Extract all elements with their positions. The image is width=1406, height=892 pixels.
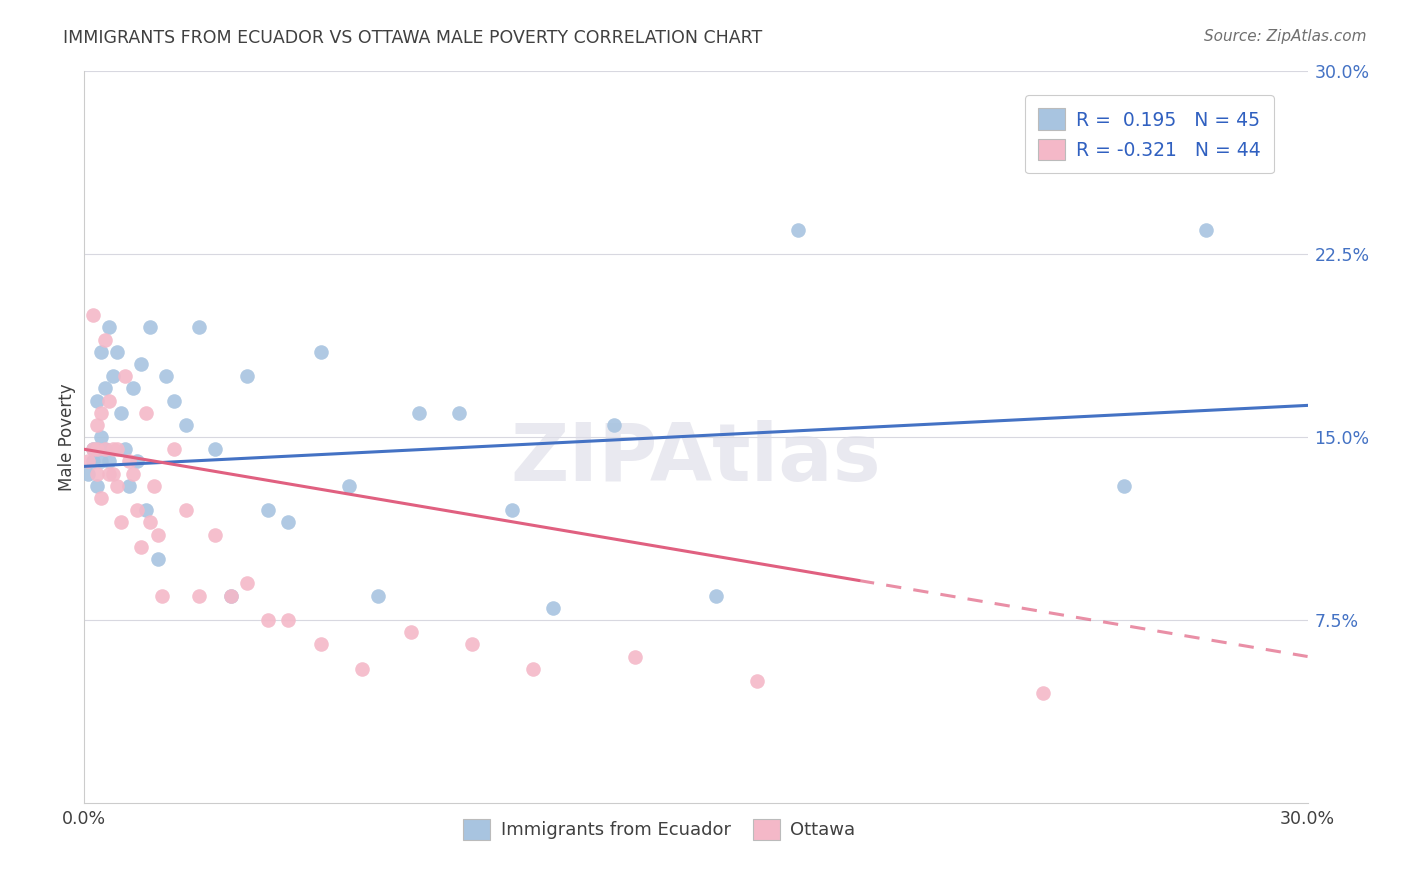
Point (174, 417, 197, 432)
Point (1236, 101, 1258, 115)
Point (1032, 686, 1054, 700)
Point (449, 406, 471, 420)
Point (93, 333, 115, 347)
Point (339, 479, 361, 493)
Point (127, 503, 149, 517)
Point (219, 589, 242, 603)
Point (82, 442, 104, 457)
Y-axis label: Male Poverty: Male Poverty (58, 384, 76, 491)
Point (543, 600, 565, 615)
Point (163, 442, 186, 457)
Point (142, 479, 165, 493)
Point (747, 673, 769, 688)
Point (101, 369, 124, 384)
Point (257, 613, 280, 627)
Point (1114, 479, 1136, 493)
Point (603, 417, 626, 432)
Point (86, 417, 108, 432)
Point (146, 527, 169, 541)
Point (138, 320, 160, 334)
Point (90, 454, 112, 468)
Point (82, 454, 104, 468)
Point (86, 467, 108, 481)
Point (90, 406, 112, 420)
Point (131, 357, 153, 371)
Point (174, 503, 197, 517)
Point (277, 613, 299, 627)
Point (204, 527, 226, 541)
Point (105, 479, 128, 493)
Point (118, 454, 141, 468)
Point (350, 662, 373, 676)
Text: ZIPAtlas: ZIPAtlas (510, 420, 882, 498)
Point (257, 503, 280, 517)
Point (309, 344, 332, 359)
Point (236, 576, 259, 591)
Point (97, 467, 120, 481)
Point (502, 503, 524, 517)
Point (146, 552, 169, 566)
Point (236, 369, 259, 384)
Legend: Immigrants from Ecuador, Ottawa: Immigrants from Ecuador, Ottawa (454, 810, 865, 848)
Point (187, 320, 209, 334)
Point (204, 442, 226, 457)
Point (97, 454, 120, 468)
Point (77, 467, 100, 481)
Point (309, 637, 332, 651)
Point (367, 589, 389, 603)
Point (461, 637, 484, 651)
Point (787, 223, 810, 237)
Point (110, 516, 132, 530)
Point (1195, 223, 1218, 237)
Point (90, 491, 112, 505)
Point (77, 454, 100, 468)
Point (150, 589, 173, 603)
Point (86, 442, 108, 457)
Point (90, 344, 112, 359)
Point (219, 589, 242, 603)
Point (522, 662, 544, 676)
Point (90, 430, 112, 444)
Point (118, 479, 141, 493)
Point (155, 369, 177, 384)
Point (135, 406, 157, 420)
Point (127, 454, 149, 468)
Point (86, 442, 108, 457)
Point (105, 442, 128, 457)
Point (110, 406, 132, 420)
Point (135, 503, 157, 517)
Point (93, 442, 115, 457)
Point (163, 393, 186, 408)
Point (706, 589, 728, 603)
Point (101, 442, 124, 457)
Point (114, 442, 136, 457)
Point (624, 649, 647, 664)
Point (114, 369, 136, 384)
Point (97, 393, 120, 408)
Point (131, 540, 153, 554)
Point (408, 406, 430, 420)
Point (93, 381, 115, 395)
Point (82, 308, 104, 322)
Point (399, 625, 422, 640)
Point (86, 393, 108, 408)
Point (277, 516, 299, 530)
Point (187, 589, 209, 603)
Point (82, 442, 104, 457)
Point (97, 320, 120, 334)
Text: Source: ZipAtlas.com: Source: ZipAtlas.com (1204, 29, 1367, 44)
Point (122, 381, 145, 395)
Text: IMMIGRANTS FROM ECUADOR VS OTTAWA MALE POVERTY CORRELATION CHART: IMMIGRANTS FROM ECUADOR VS OTTAWA MALE P… (63, 29, 762, 46)
Point (105, 344, 128, 359)
Point (122, 467, 145, 481)
Point (86, 479, 108, 493)
Point (138, 516, 160, 530)
Point (101, 467, 124, 481)
Point (93, 442, 115, 457)
